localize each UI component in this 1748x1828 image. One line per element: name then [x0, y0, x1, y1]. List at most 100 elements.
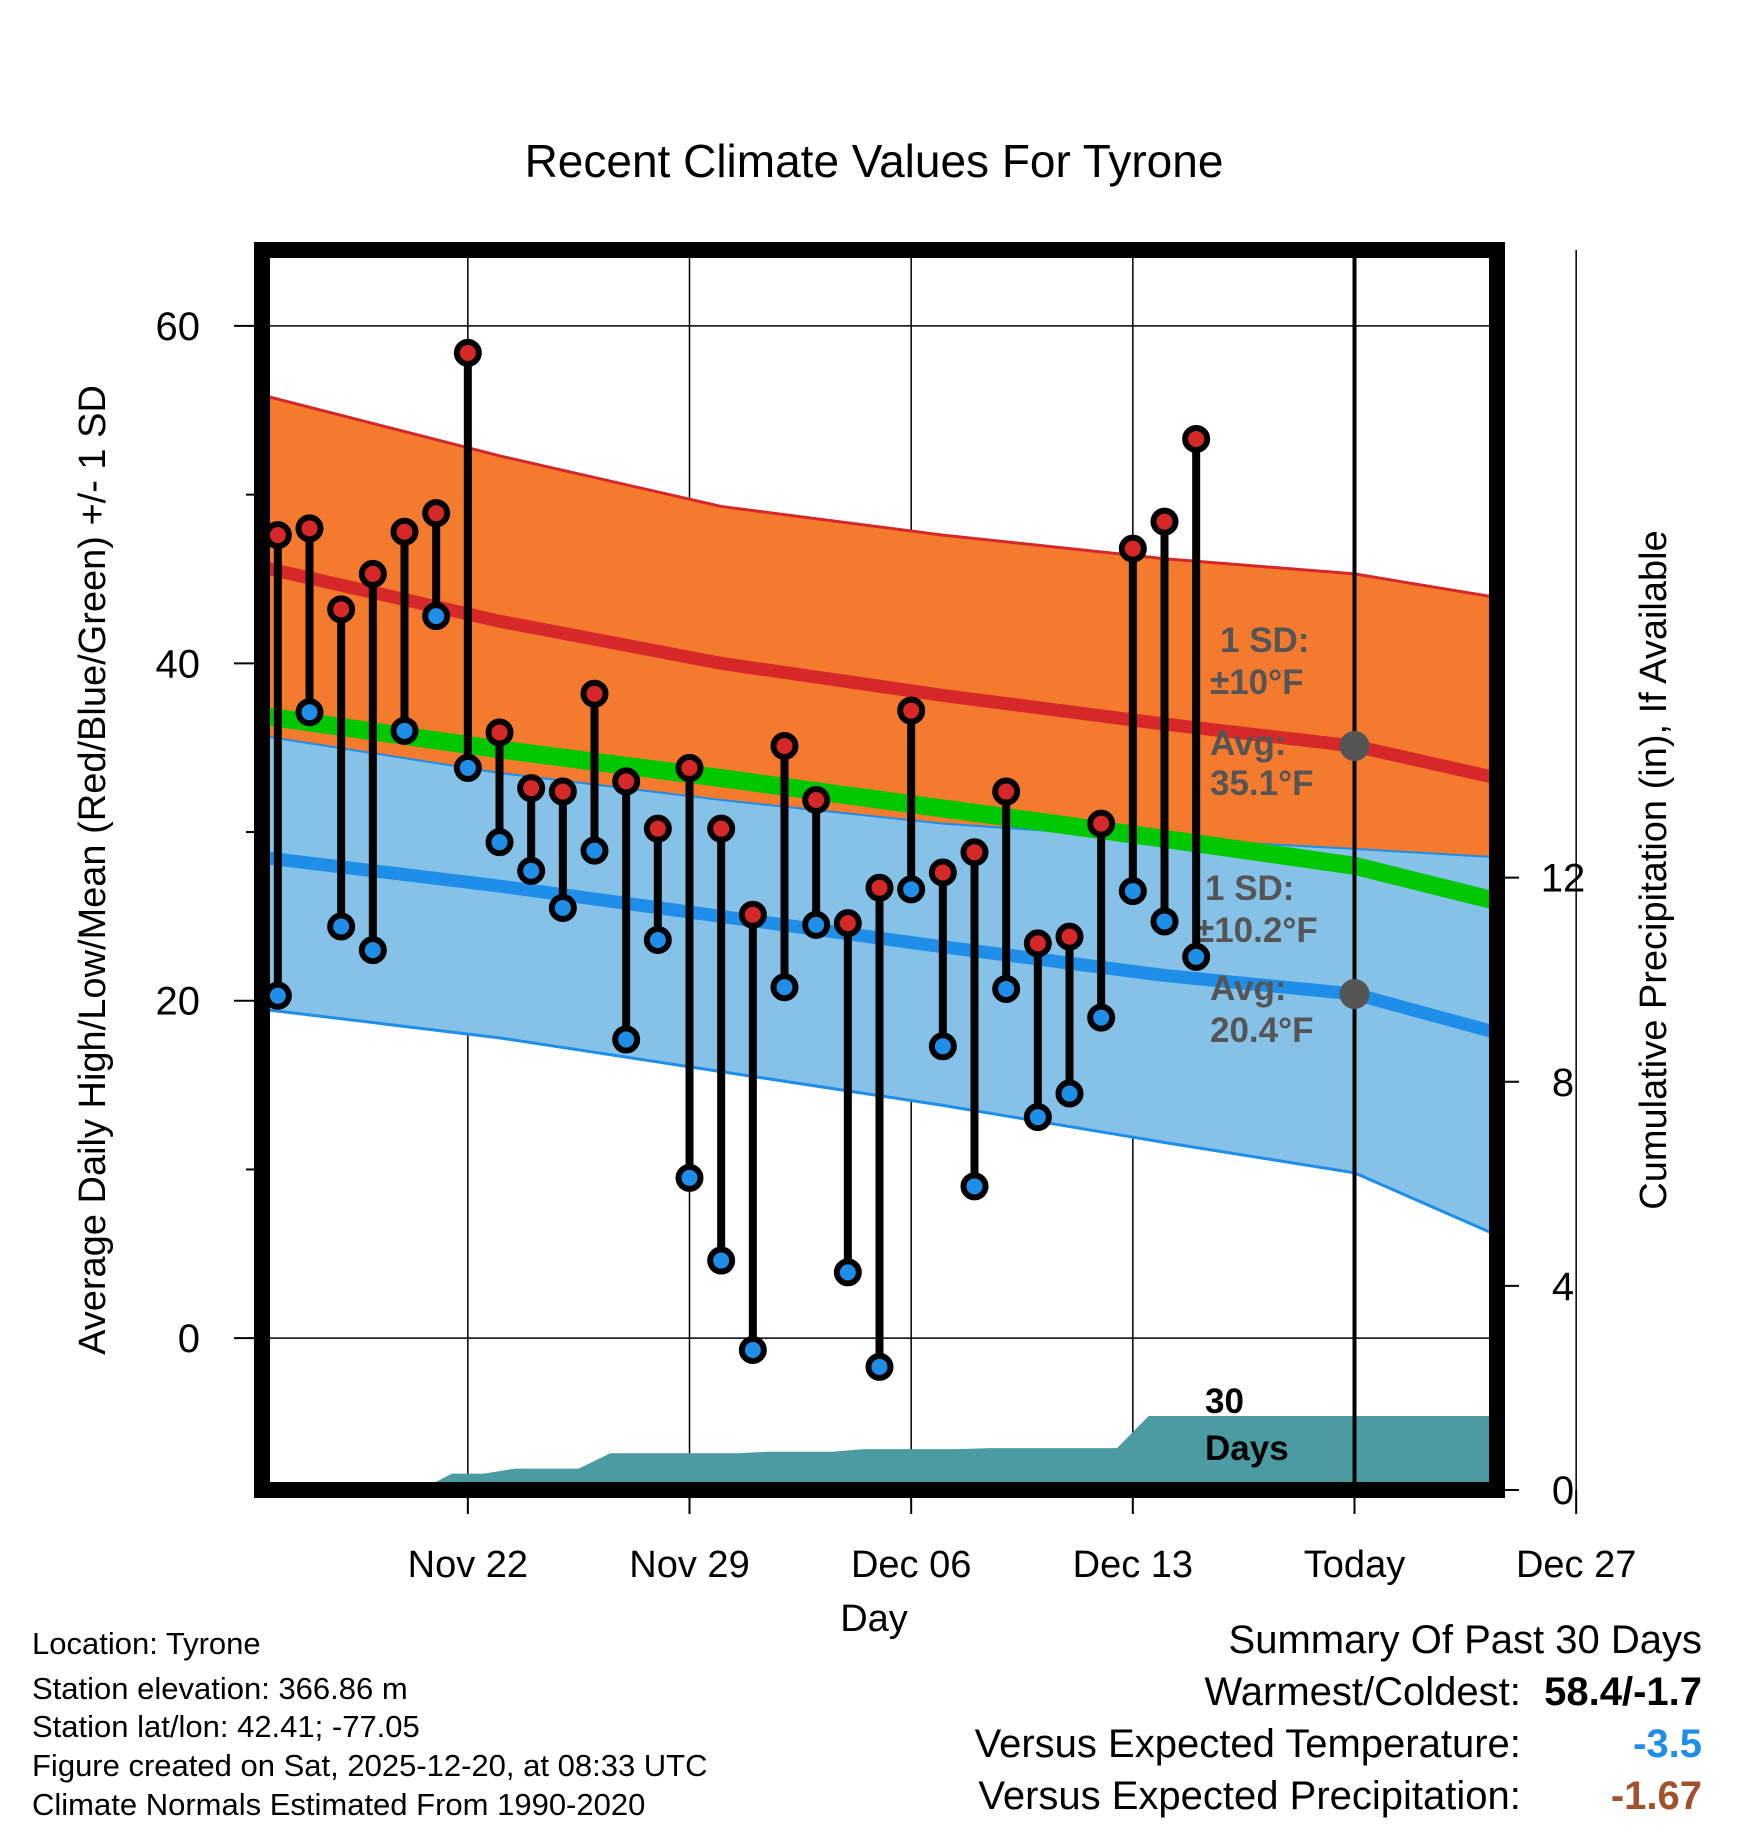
x-tick-label: Dec 27 [1516, 1544, 1636, 1586]
observations [263, 338, 1211, 1381]
info-latlon: Station lat/lon: 42.41; -77.05 [32, 1709, 420, 1744]
y2-tick-label: 8 [1552, 1061, 1574, 1105]
high-avg-value: 35.1°F [1210, 764, 1314, 803]
high-temp-point [643, 814, 672, 843]
low-temp-point [1055, 1079, 1084, 1108]
low-temp-point [1150, 907, 1179, 936]
x-tick-label: Today [1304, 1544, 1405, 1586]
high-temp-point [738, 900, 767, 929]
x-tick-label: Nov 29 [629, 1544, 749, 1586]
info-location: Location: Tyrone [32, 1626, 261, 1661]
low-temp-point [485, 828, 514, 857]
low-temp-point [833, 1258, 862, 1287]
y2-tick-label: 0 [1552, 1469, 1574, 1513]
low-temp-point [1023, 1103, 1052, 1132]
high-temp-point [1150, 507, 1179, 536]
low-temp-point [928, 1032, 957, 1061]
x-axis-label: Day [840, 1598, 908, 1640]
x-tick-label: Dec 13 [1073, 1544, 1193, 1586]
low-temp-point [738, 1335, 767, 1364]
high-sd-title: 1 SD: [1220, 621, 1309, 660]
low-temp-point [390, 716, 419, 745]
low-sd-value: ±10.2°F [1195, 911, 1318, 950]
axes: 0 20 40 60 0 4 8 12 Nov 22 Nov 29 Dec 06 Dec 13 Toda… [156, 305, 1637, 1586]
summary-temp-label: Versus Expected Temperature: [974, 1722, 1521, 1766]
high-temp-point [675, 753, 704, 782]
high-temp-point [327, 595, 356, 624]
low-temp-point [865, 1352, 894, 1381]
high-temp-point [833, 909, 862, 938]
info-created: Figure created on Sat, 2025-12-20, at 08… [32, 1748, 708, 1783]
y2-tick-label: 12 [1541, 857, 1586, 901]
y-axis-label: Average Daily High/Low/Mean (Red/Blue/Gr… [72, 385, 114, 1355]
high-temp-point [770, 732, 799, 760]
y2-axis-label: Cumulative Precipitation (in), If Availa… [1633, 530, 1675, 1209]
info-elevation: Station elevation: 366.86 m [32, 1671, 408, 1706]
y-tick-label: 20 [156, 980, 201, 1024]
high-temp-point [928, 858, 957, 887]
info-normals: Climate Normals Estimated From 1990-2020 [32, 1787, 646, 1822]
summary-temp-row: Versus Expected Temperature: -3.5 [975, 1724, 1702, 1764]
high-temp-point [707, 814, 736, 843]
high-temp-point [612, 767, 641, 796]
high-temp-point [1087, 809, 1116, 838]
low-temp-point [548, 893, 577, 922]
high-avg-title: Avg: [1210, 724, 1286, 763]
y-tick-label: 60 [156, 305, 201, 349]
chart-title: Recent Climate Values For Tyrone [525, 135, 1224, 187]
low-temp-point [1182, 942, 1211, 971]
low-temp-point [453, 753, 482, 782]
low-avg-value: 20.4°F [1210, 1011, 1314, 1050]
plot-frame [254, 242, 1505, 1498]
y2-tick-label: 4 [1552, 1265, 1574, 1309]
low-temp-point [327, 912, 356, 941]
summary-precip-row: Versus Expected Precipitation: -1.67 [978, 1776, 1702, 1816]
low-temp-point [992, 974, 1021, 1003]
low-sd-title: 1 SD: [1205, 869, 1294, 908]
high-temp-point [1182, 424, 1211, 453]
summary-warmest-value: 58.4/-1.7 [1544, 1670, 1702, 1714]
x-tick-label: Dec 06 [851, 1544, 971, 1586]
low-avg-title: Avg: [1210, 969, 1286, 1008]
high-temp-point [1023, 929, 1052, 958]
x-tick-label: Nov 22 [408, 1544, 528, 1586]
low-temp-point [960, 1172, 989, 1201]
high-temp-point [422, 499, 451, 528]
low-temp-point [675, 1163, 704, 1192]
summary-warmest-label: Warmest/Coldest: [1204, 1670, 1521, 1714]
low-temp-point [770, 973, 799, 1002]
high-temp-point [897, 696, 926, 725]
low-temp-point [707, 1246, 736, 1275]
low-avg-marker [1339, 979, 1370, 1009]
high-temp-point [802, 785, 831, 814]
high-temp-point [580, 679, 609, 708]
high-temp-point [865, 873, 894, 902]
high-temp-point [295, 514, 324, 543]
summary-temp-value: -3.5 [1633, 1722, 1702, 1766]
high-temp-point [992, 777, 1021, 806]
low-temp-point [263, 981, 292, 1010]
low-temp-point [1087, 1003, 1116, 1032]
high-sd-value: ±10°F [1210, 663, 1304, 702]
y-tick-label: 40 [156, 642, 201, 686]
high-temp-point [485, 718, 514, 747]
low-temp-point [358, 936, 387, 965]
low-temp-point [422, 602, 451, 631]
precipitation-area [420, 1416, 1497, 1490]
high-temp-point [960, 838, 989, 867]
summary-precip-label: Versus Expected Precipitation: [978, 1774, 1521, 1818]
days-label-number: 30 [1205, 1382, 1244, 1421]
low-temp-point [295, 698, 324, 727]
low-temp-point [643, 926, 672, 955]
low-temp-point [1118, 877, 1147, 906]
high-temp-point [548, 777, 577, 806]
low-temp-point [802, 910, 831, 939]
low-temp-point [897, 875, 926, 904]
high-temp-point [517, 774, 546, 803]
low-temp-point [612, 1025, 641, 1054]
high-avg-marker [1339, 731, 1370, 761]
high-sd-band [262, 395, 1497, 858]
high-temp-point [453, 338, 482, 367]
days-label-word: Days [1205, 1429, 1289, 1468]
